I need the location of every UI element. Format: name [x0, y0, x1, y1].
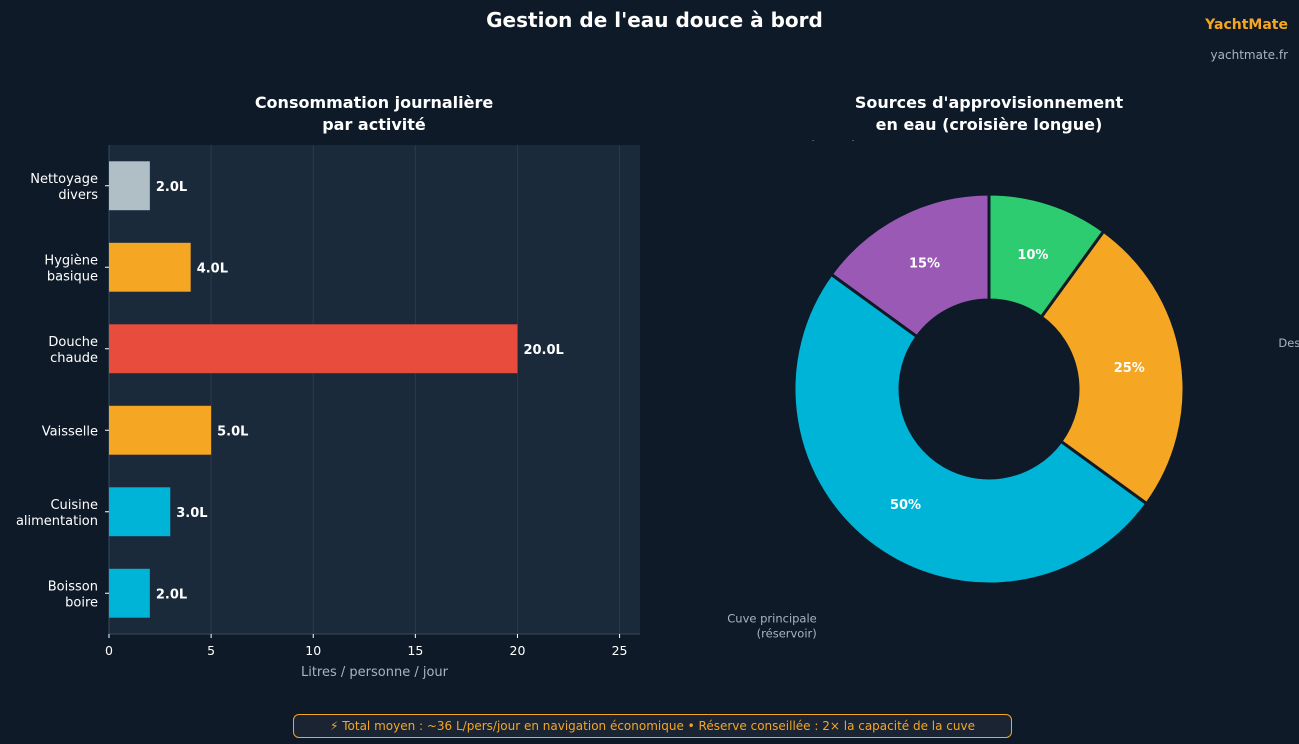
x-tick-label: 20: [510, 643, 526, 658]
bar-value-label: 3.0L: [176, 506, 207, 521]
y-tick-label: Boisson boire: [48, 579, 98, 610]
bar: [109, 242, 191, 292]
y-tick-label: Douche chaude: [48, 335, 98, 366]
page-title: Gestion de l'eau douce à bord: [486, 8, 823, 32]
x-tick-label: 25: [612, 643, 628, 658]
bar: [109, 487, 171, 537]
slice-pct-label: 15%: [909, 256, 940, 271]
bar: [109, 405, 212, 455]
slice-pct-label: 10%: [1017, 248, 1048, 263]
bar: [109, 568, 150, 618]
slice-label: Eau à quai(escale): [795, 140, 856, 142]
bar-value-label: 2.0L: [156, 180, 187, 195]
bar-value-label: 20.0L: [523, 343, 563, 358]
slice-pct-label: 25%: [1114, 361, 1145, 376]
donut-slice: [829, 192, 991, 339]
bar: [109, 161, 150, 211]
brand-url: yachtmate.fr: [1210, 48, 1288, 62]
footer-note: ⚡ Total moyen : ~36 L/pers/jour en navig…: [293, 714, 1012, 738]
donut-slice: [792, 272, 1149, 586]
bar-value-label: 2.0L: [156, 587, 187, 602]
bar: [109, 324, 518, 374]
bar-chart-title: Consommation journalière par activité: [254, 93, 494, 134]
pie-chart-title: Sources d'approvisionnement en eau (croi…: [854, 93, 1124, 134]
slice-label: Dessalinisateur: [1278, 336, 1299, 350]
bar-chart: 2.0L Boisson boire 3.0L Cuisine alimentation 5…: [16, 145, 640, 680]
plot-area: [109, 145, 640, 634]
y-tick-label: Nettoyage divers: [30, 172, 98, 203]
x-axis-label: Litres / personne / jour: [301, 665, 449, 680]
x-tick-label: 15: [407, 643, 423, 658]
x-tick-label: 10: [305, 643, 321, 658]
y-tick-label: Cuisine alimentation: [16, 498, 98, 529]
slice-label: Cuve principale (réservoir): [727, 612, 817, 640]
x-tick-label: 0: [105, 643, 113, 658]
x-tick-label: 5: [207, 643, 215, 658]
y-tick-label: Hygiène basique: [44, 253, 98, 284]
y-tick-label: Vaisselle: [42, 424, 98, 439]
bar-value-label: 5.0L: [217, 424, 248, 439]
donut-slice: [987, 192, 1106, 319]
bar-value-label: 4.0L: [197, 261, 228, 276]
donut-chart: 15% Eau à quai(escale) 50% Cuve principale(…: [727, 140, 1299, 640]
brand-logo-text: YachtMate: [1205, 17, 1288, 33]
slice-pct-label: 50%: [890, 498, 921, 513]
donut-slice: [1039, 229, 1186, 506]
